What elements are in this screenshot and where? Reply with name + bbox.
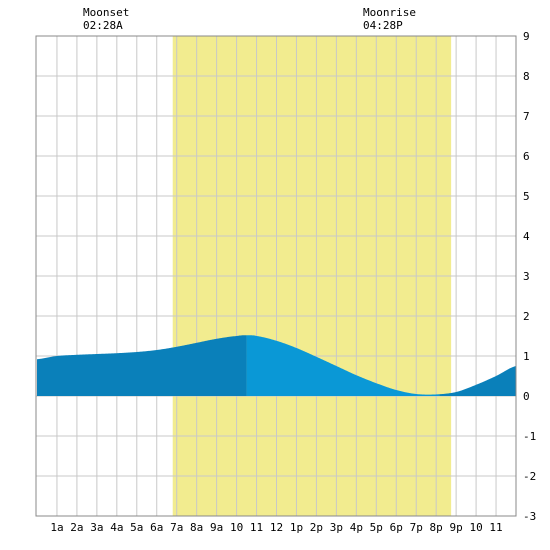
- y-tick-label: 0: [523, 390, 530, 403]
- x-tick-label: 10: [469, 521, 482, 534]
- x-tick-label: 4p: [350, 521, 363, 534]
- x-tick-label: 4a: [110, 521, 123, 534]
- plot-frame: [35, 35, 517, 517]
- x-tick-label: 6a: [150, 521, 163, 534]
- grid-layer: [36, 35, 516, 517]
- y-tick-label: -2: [523, 470, 536, 483]
- x-tick-label: 12: [270, 521, 283, 534]
- x-tick-label: 11: [250, 521, 263, 534]
- x-tick-label: 7a: [170, 521, 183, 534]
- y-tick-label: 8: [523, 70, 530, 83]
- moonset-time: 02:28A: [83, 19, 123, 32]
- x-tick-label: 9p: [449, 521, 462, 534]
- moonrise-time: 04:28P: [363, 19, 403, 32]
- tide-area-rising-late: [439, 366, 516, 396]
- x-tick-label: 9a: [210, 521, 223, 534]
- tide-layer: [36, 335, 516, 396]
- x-tick-label: 2a: [70, 521, 83, 534]
- y-tick-labels: -3 -2 -1 0 1 2 3 4 5 6 7 8 9: [523, 30, 536, 523]
- x-tick-label: 5a: [130, 521, 143, 534]
- moon-info: Moonset 02:28A Moonrise 04:28P: [83, 6, 416, 32]
- x-tick-label: 11: [489, 521, 502, 534]
- y-tick-label: 9: [523, 30, 530, 43]
- y-tick-label: 7: [523, 110, 530, 123]
- x-tick-label: 3p: [330, 521, 343, 534]
- tide-area-falling: [246, 335, 440, 396]
- x-tick-label: 8p: [430, 521, 443, 534]
- x-tick-label: 3a: [90, 521, 103, 534]
- x-tick-label: 1a: [50, 521, 63, 534]
- x-tick-label: 1p: [290, 521, 303, 534]
- tide-area-rising: [36, 335, 247, 396]
- y-tick-label: -1: [523, 430, 536, 443]
- x-tick-label: 10: [230, 521, 243, 534]
- y-tick-label: 1: [523, 350, 530, 363]
- y-tick-label: 5: [523, 190, 530, 203]
- x-tick-label: 5p: [370, 521, 383, 534]
- y-tick-label: 2: [523, 310, 530, 323]
- x-tick-labels: 1a 2a 3a 4a 5a 6a 7a 8a 9a 10 11 12 1p 2p 3p 4p 5p 6p 7p 8p…: [50, 521, 502, 534]
- x-tick-label: 2p: [310, 521, 323, 534]
- y-tick-label: 6: [523, 150, 530, 163]
- x-tick-label: 7p: [410, 521, 423, 534]
- x-tick-label: 8a: [190, 521, 203, 534]
- moonrise-label: Moonrise: [363, 6, 416, 19]
- moonset-label: Moonset: [83, 6, 129, 19]
- x-tick-label: 6p: [390, 521, 403, 534]
- frame-layer: [35, 35, 517, 517]
- y-tick-label: 3: [523, 270, 530, 283]
- y-tick-label: 4: [523, 230, 530, 243]
- y-tick-label: -3: [523, 510, 536, 523]
